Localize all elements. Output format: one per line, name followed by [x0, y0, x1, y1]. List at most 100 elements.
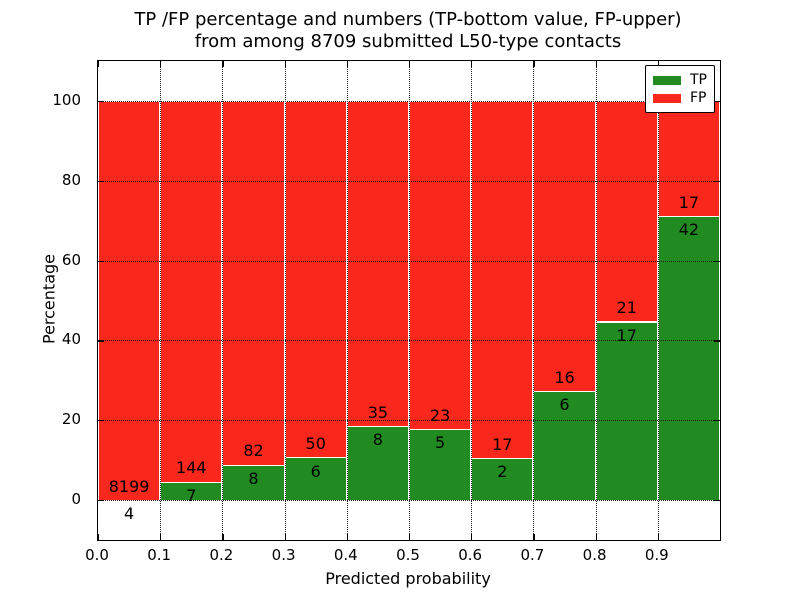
x-tick-label-0.1: 0.1	[147, 546, 172, 564]
bar-count-fp-0.4-0.5: 35	[367, 402, 389, 422]
x-tick-top-0.9	[657, 61, 659, 67]
bar-count-fp-0.6-0.7: 17	[492, 434, 513, 454]
gridline-x-0.6	[471, 61, 473, 540]
y-tick-right-60	[714, 260, 720, 262]
bar-segment-tp-0.2-0.3	[222, 464, 285, 501]
bar-segment-fp-0.1-0.2	[160, 100, 223, 482]
legend-row-fp: FP	[646, 89, 714, 107]
x-tick-top-0.3	[284, 61, 286, 67]
x-tick-label-0.4: 0.4	[333, 546, 358, 564]
legend-swatch-tp	[653, 75, 681, 85]
x-tick-bottom-0.4	[346, 534, 348, 540]
x-tick-bottom-0.9	[657, 534, 659, 540]
bar-segment-tp-0.3-0.4	[284, 457, 347, 501]
chart-title-line1: TP /FP percentage and numbers (TP-bottom…	[134, 9, 682, 30]
bar-count-tp-0.9-1.0: 42	[678, 220, 700, 240]
plot-area: 8199 4 144 7 82 8 50 6 35 8 23 5 17 2 16 6 21 17 17 42	[97, 60, 721, 541]
y-tick-left-60	[98, 260, 104, 262]
bar-count-tp-0.0-0.1: 4	[124, 504, 135, 524]
legend-swatch-fp	[653, 93, 681, 103]
chart-title-line2: from among 8709 submitted L50-type conta…	[194, 31, 622, 52]
bar-count-fp-0.2-0.3: 82	[243, 441, 264, 461]
y-tick-right-0	[714, 500, 720, 502]
bar-segment-fp-0.4-0.5	[346, 100, 409, 426]
gridline-x-0.2	[222, 61, 224, 540]
bar-count-tp-0.8-0.9: 17	[616, 325, 637, 345]
gridline-x-0.8	[595, 61, 597, 540]
x-tick-bottom-0.2	[222, 534, 224, 540]
x-tick-label-0.3: 0.3	[271, 546, 296, 564]
y-tick-right-80	[714, 180, 720, 182]
y-tick-left-40	[98, 340, 104, 342]
gridline-x-0.1	[160, 61, 162, 540]
x-tick-bottom-0	[98, 534, 100, 540]
y-tick-left-100	[98, 100, 104, 103]
bar-count-tp-0.6-0.7: 2	[497, 462, 508, 482]
bar-segment-fp-0.8-0.9	[595, 100, 658, 322]
x-tick-top-0	[98, 61, 100, 67]
bar-count-fp-0.9-1.0: 17	[678, 192, 700, 212]
bar-segment-tp-0.4-0.5	[346, 425, 409, 501]
legend-label-fp: FP	[690, 90, 707, 106]
y-tick-label-40: 40	[61, 330, 81, 349]
x-axis-label: Predicted probability	[325, 569, 491, 588]
bar-segment-fp-0.2-0.3	[222, 100, 285, 465]
gridline-y-60	[98, 260, 720, 262]
bar-segment-tp-0.8-0.9	[595, 321, 658, 501]
x-tick-bottom-0.6	[471, 534, 473, 540]
x-tick-label-0.7: 0.7	[520, 546, 545, 564]
bar-count-tp-0.1-0.2: 7	[186, 485, 197, 505]
bar-count-fp-0.5-0.6: 23	[429, 405, 451, 425]
gridline-y-40	[98, 340, 720, 342]
bar-segment-fp-0.6-0.7	[471, 100, 534, 459]
bar-count-fp-0.1-0.2: 144	[176, 458, 207, 478]
x-tick-top-0.2	[222, 61, 224, 67]
bar-segment-tp-0.9-1.0	[657, 215, 720, 501]
y-tick-right-40	[714, 340, 720, 342]
y-tick-label-80: 80	[61, 170, 81, 189]
x-tick-label-0.2: 0.2	[209, 546, 234, 564]
legend-row-tp: TP	[646, 71, 714, 89]
y-axis-label: Percentage	[39, 253, 59, 345]
gridline-x-0.4	[346, 61, 348, 540]
y-tick-right-100	[714, 100, 720, 103]
gridline-y-20	[98, 420, 720, 422]
chart-title: TP /FP percentage and numbers (TP-bottom…	[97, 9, 719, 53]
bar-count-tp-0.5-0.6: 5	[435, 432, 446, 452]
x-tick-top-0.7	[533, 61, 535, 67]
legend-label-tp: TP	[690, 72, 707, 88]
x-tick-bottom-0.7	[533, 534, 535, 540]
y-tick-left-80	[98, 180, 104, 182]
x-tick-bottom-0.8	[595, 534, 597, 540]
x-tick-label-0.6: 0.6	[458, 546, 483, 564]
bar-segment-fp-0.3-0.4	[284, 100, 347, 458]
legend: TP FP	[645, 65, 715, 113]
gridline-y-0	[98, 500, 720, 502]
x-tick-bottom-0.5	[409, 534, 411, 540]
gridline-x-0.3	[284, 61, 286, 540]
bar-segment-fp-0.9-1.0	[657, 100, 720, 216]
bar-count-fp-0.7-0.8: 16	[554, 368, 575, 388]
x-tick-top-0.6	[471, 61, 473, 67]
bar-count-fp-0.0-0.1: 8199	[108, 476, 150, 496]
bar-count-tp-0.4-0.5: 8	[372, 430, 383, 449]
y-tick-label-60: 60	[61, 250, 81, 269]
bar-segment-fp-0.5-0.6	[409, 100, 472, 429]
bar-segment-tp-0.7-0.8	[533, 391, 596, 501]
x-tick-label-0.8: 0.8	[582, 546, 607, 564]
bar-segment-fp-0.7-0.8	[533, 100, 596, 392]
gridline-x-0.9	[657, 61, 659, 540]
bar-segment-fp-0.0-0.1	[98, 100, 161, 500]
x-tick-label-0.0: 0.0	[85, 546, 109, 564]
bar-count-tp-0.2-0.3: 8	[248, 468, 259, 488]
gridline-x-0.7	[533, 61, 535, 540]
bar-segment-tp-0.6-0.7	[471, 458, 534, 501]
x-tick-top-0.8	[595, 61, 597, 67]
x-tick-top-0.4	[346, 61, 348, 67]
x-tick-bottom-0.1	[160, 534, 162, 540]
bar-count-tp-0.3-0.4: 6	[310, 461, 321, 481]
y-tick-left-20	[98, 420, 104, 422]
gridline-x-0.5	[409, 61, 410, 540]
y-tick-right-20	[714, 420, 720, 422]
